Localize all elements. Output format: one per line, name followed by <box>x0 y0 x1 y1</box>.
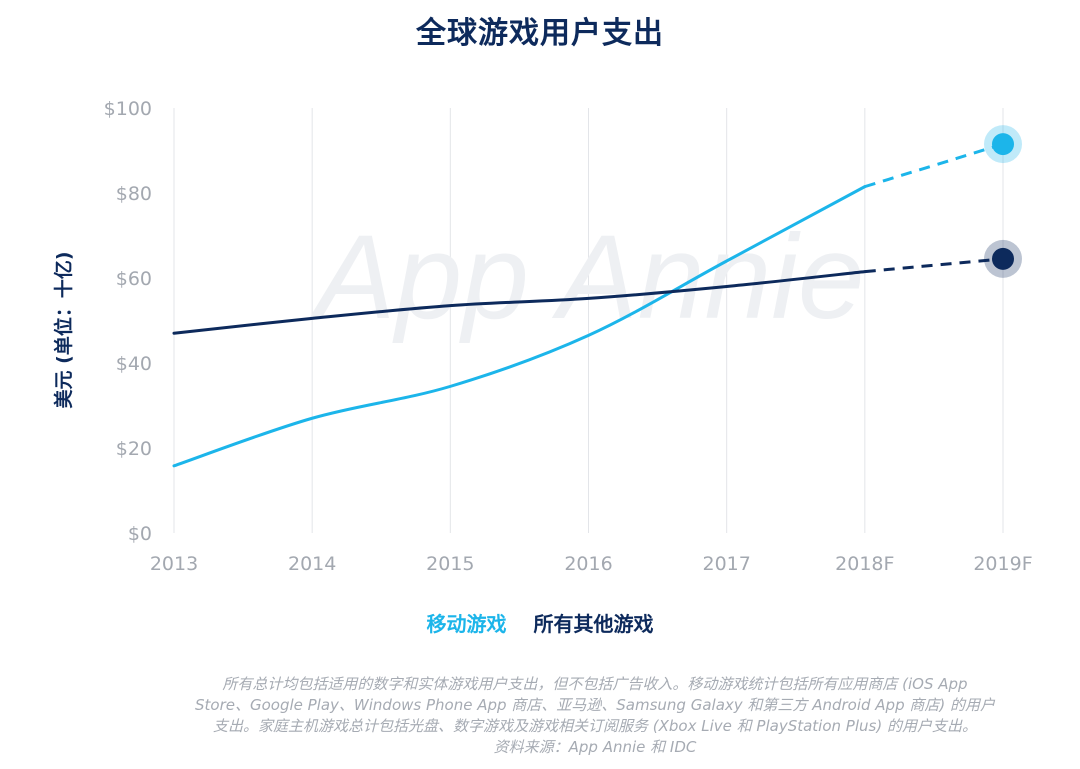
x-tick-label: 2014 <box>288 553 336 575</box>
x-tick-label: 2019F <box>973 553 1032 575</box>
chart-title: 全球游戏用户支出 <box>416 16 664 51</box>
footnote-line: 资料来源：App Annie 和 IDC <box>493 738 697 756</box>
y-tick-label: $100 <box>104 98 152 120</box>
endpoint-marker-0 <box>992 133 1014 156</box>
series-line-1 <box>172 270 867 335</box>
watermark: App Annie <box>309 210 864 344</box>
footnote: 所有总计均包括适用的数字和实体游戏用户支出，但不包括广告收入。移动游戏统计包括所… <box>150 674 1040 758</box>
y-tick-label: $40 <box>116 353 152 375</box>
y-tick-label: $80 <box>116 183 152 205</box>
legend: 移动游戏 所有其他游戏 <box>0 608 1080 637</box>
endpoint-marker-1 <box>992 247 1014 270</box>
y-tick-label: $20 <box>116 438 152 460</box>
line-chart: App Annie $0$20$40$60$80$100 2013 2014 201… <box>52 98 1033 575</box>
x-tick-label: 2017 <box>702 553 750 575</box>
legend-entry-other: 所有其他游戏 <box>533 612 654 636</box>
grid-lines <box>173 108 1004 533</box>
x-axis-ticks: 2013 2014 2015 2016 2017 2018F 2019F <box>150 553 1033 575</box>
series-forecast-line-0 <box>864 142 1004 189</box>
y-tick-label: $0 <box>128 523 152 545</box>
series-forecast-line-1 <box>864 257 1004 274</box>
footnote-line: 所有总计均包括适用的数字和实体游戏用户支出，但不包括广告收入。移动游戏统计包括所… <box>222 675 968 693</box>
series-line-0 <box>172 185 867 468</box>
x-tick-label: 2013 <box>150 553 198 575</box>
y-axis-ticks: $0 $20 $40 $60 $80 $100 <box>104 98 152 545</box>
y-tick-label: $60 <box>116 268 152 290</box>
y-axis-label: 美元 (单位：十亿) <box>52 252 75 409</box>
series-lines <box>172 125 1022 468</box>
x-tick-label: 2018F <box>835 553 894 575</box>
x-tick-label: 2015 <box>426 553 474 575</box>
footnote-line: 支出。家庭主机游戏总计包括光盘、数字游戏及游戏相关订阅服务 (Xbox Live… <box>213 717 977 735</box>
x-tick-label: 2016 <box>564 553 612 575</box>
legend-entry-mobile: 移动游戏 <box>426 612 507 636</box>
footnote-line: Store、Google Play、Windows Phone App 商店、亚… <box>195 696 995 714</box>
